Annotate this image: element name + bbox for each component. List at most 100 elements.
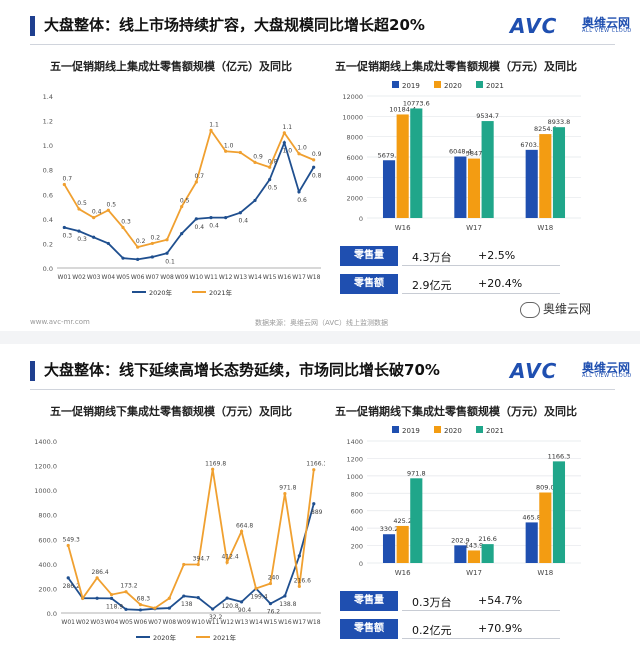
x-tick-label: W18 — [537, 224, 553, 232]
logo-sub: ALL VIEW CLOUD — [582, 28, 632, 34]
x-tick-label: W15 — [263, 274, 277, 281]
bar — [525, 149, 538, 218]
y-tick-label: 12000 — [342, 93, 363, 101]
data-label: 0.1 — [165, 258, 175, 265]
y-tick-label: 0.6 — [43, 191, 53, 199]
x-tick-label: W16 — [278, 619, 292, 626]
data-label: 9534.7 — [476, 112, 499, 120]
legend-swatch — [476, 81, 483, 88]
x-tick-label: W10 — [190, 274, 204, 281]
data-label: 425.2 — [393, 517, 412, 525]
data-point — [180, 204, 184, 209]
data-point — [180, 232, 184, 236]
data-point — [136, 245, 140, 249]
data-label: 412.4 — [222, 553, 239, 560]
data-label: 0.3 — [77, 236, 87, 243]
data-label: 8254.6 — [534, 125, 557, 133]
data-label: 971.8 — [407, 469, 426, 477]
data-label: 173.2 — [120, 583, 137, 590]
data-label: 0.4 — [239, 218, 249, 225]
data-label: 0.6 — [297, 197, 307, 204]
data-label: 76.2 — [267, 609, 281, 616]
data-point — [66, 576, 70, 580]
bar — [382, 160, 396, 218]
series-line-2021年 — [67, 469, 315, 610]
legend-label: 2020 — [444, 427, 462, 435]
data-point — [66, 543, 70, 548]
y-tick-label: 6000 — [346, 154, 363, 162]
y-tick-label: 1200.0 — [34, 463, 57, 471]
y-tick-label: 400 — [351, 525, 363, 533]
legend-swatch — [434, 81, 441, 88]
data-point — [253, 198, 257, 203]
stat-label: 零售额 — [340, 619, 398, 639]
x-tick-label: W12 — [219, 274, 233, 281]
data-point — [238, 211, 242, 215]
data-label: 0.8 — [312, 172, 322, 179]
x-tick-label: W02 — [76, 619, 90, 626]
x-tick-label: W06 — [131, 274, 145, 281]
data-point — [225, 560, 229, 564]
y-tick-label: 200.0 — [38, 585, 57, 593]
slide-title: 大盘整体：线上市场持续扩容，大盘规模同比增长超20% — [44, 16, 425, 34]
data-point — [106, 208, 110, 212]
data-label: 138.8 — [279, 601, 296, 608]
y-tick-label: 800 — [351, 490, 363, 498]
y-tick-label: 4000 — [346, 174, 363, 182]
y-tick-label: 1400 — [346, 438, 363, 446]
x-tick-label: W11 — [204, 274, 218, 281]
stat-yoy: +20.4% — [478, 277, 523, 290]
stat-row: 零售量 4.3万台 +2.5% — [340, 246, 560, 266]
data-point — [312, 158, 316, 162]
x-tick-label: W17 — [466, 569, 482, 577]
data-point — [81, 596, 85, 600]
x-tick-label: W05 — [119, 619, 133, 626]
footer-source: 数据来源：奥维云网（AVC）线上监测数据 — [255, 319, 389, 327]
x-tick-label: W08 — [160, 274, 174, 281]
avc-logo: AVC 奥维云网 ALL VIEW CLOUD — [510, 359, 631, 383]
stat-value: 0.3万台 — [412, 596, 452, 609]
bar — [467, 158, 481, 218]
data-label: 120.8 — [222, 603, 239, 610]
data-point — [239, 529, 244, 533]
data-point — [268, 165, 272, 169]
y-tick-label: 8000 — [346, 134, 363, 142]
data-point — [77, 229, 81, 233]
y-tick-label: 1.2 — [43, 118, 53, 126]
stat-label: 零售额 — [340, 274, 398, 294]
data-point — [283, 594, 287, 598]
chart-title-offline-line: 五一促销期线下集成灶零售额规模（万元）及同比 — [50, 405, 292, 418]
stat-yoy: +70.9% — [478, 622, 523, 635]
bar — [410, 478, 423, 563]
data-point — [209, 216, 213, 220]
data-point — [95, 596, 99, 600]
legend-label: 2020 — [444, 82, 462, 90]
data-label: 1.1 — [209, 121, 219, 128]
stat-underline — [402, 293, 560, 294]
chart-title-online-line: 五一促销期线上集成灶零售额规模（亿元）及同比 — [50, 60, 292, 73]
data-point — [225, 596, 229, 600]
logo-sub: ALL VIEW CLOUD — [582, 373, 632, 379]
stat-value: 0.2亿元 — [412, 624, 452, 637]
data-label: 6703.9 — [520, 141, 543, 149]
data-point — [239, 600, 244, 604]
data-label: 394.7 — [193, 556, 210, 563]
wechat-name: 奥维云网 — [543, 302, 592, 316]
data-label: 0.9 — [253, 153, 263, 160]
wechat-badge: 奥维云网 — [520, 300, 591, 318]
data-point — [211, 607, 215, 611]
x-tick-label: W07 — [148, 619, 162, 626]
legend-swatch — [392, 81, 399, 88]
x-tick-label: W08 — [163, 619, 177, 626]
x-tick-label: W13 — [235, 619, 249, 626]
data-label: 0.4 — [195, 224, 205, 231]
data-point — [167, 606, 171, 610]
chart-title-online-bar: 五一促销期线上集成灶零售额规模（万元）及同比 — [335, 60, 577, 73]
header-divider — [30, 44, 615, 45]
bar — [396, 114, 409, 218]
y-tick-label: 400.0 — [38, 561, 57, 569]
y-tick-label: 1.0 — [43, 142, 53, 150]
bar — [481, 544, 494, 563]
data-label: 971.8 — [279, 485, 296, 492]
